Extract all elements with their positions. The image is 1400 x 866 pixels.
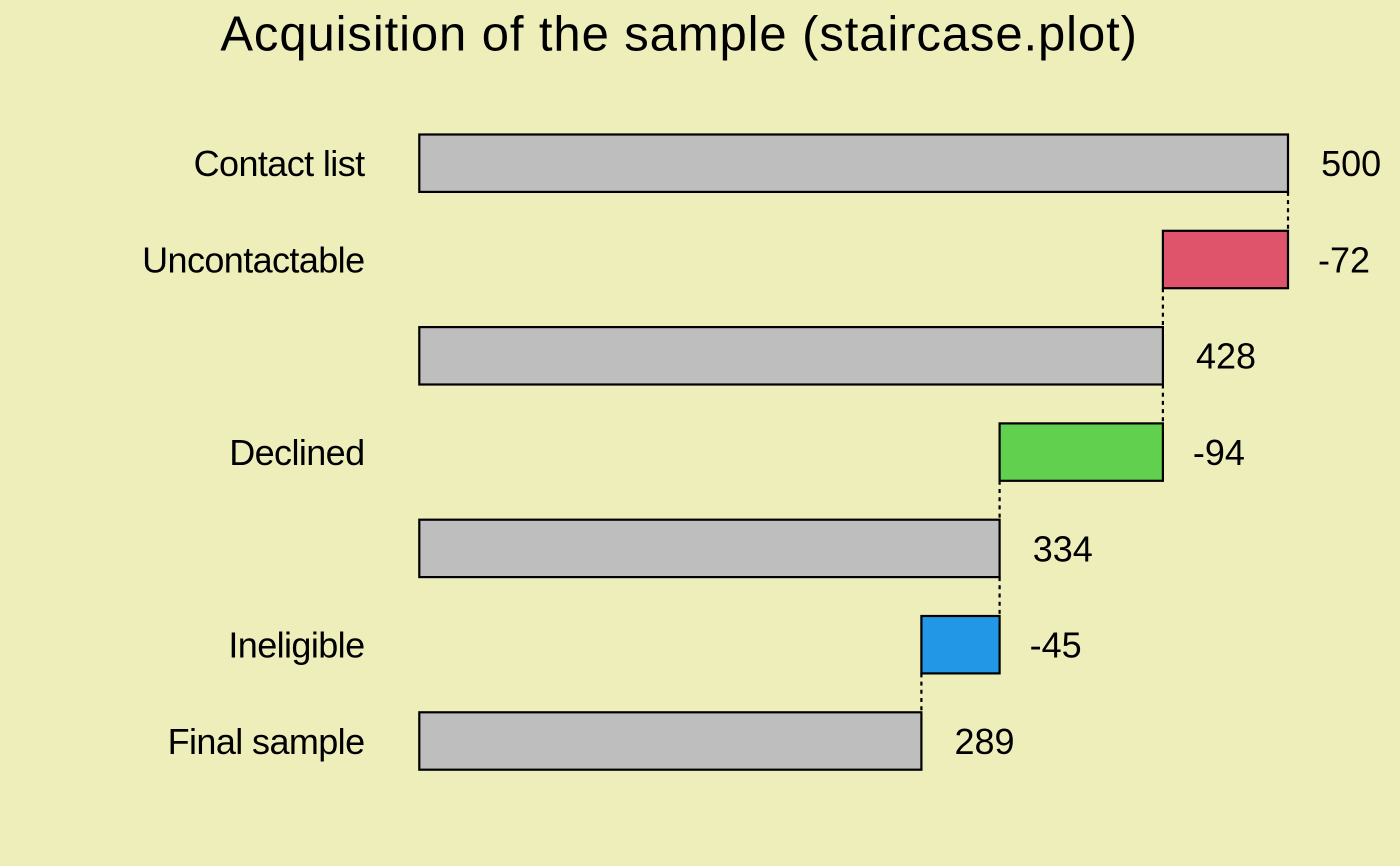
svg-text:Acquisition of the sample (sta: Acquisition of the sample (staircase.plo… [220, 7, 1137, 61]
svg-text:Uncontactable: Uncontactable [142, 239, 364, 280]
svg-text:334: 334 [1033, 528, 1093, 569]
svg-text:-45: -45 [1030, 625, 1082, 666]
svg-text:500: 500 [1321, 143, 1381, 184]
svg-text:Contact list: Contact list [194, 143, 365, 184]
svg-text:289: 289 [955, 721, 1015, 762]
svg-text:Declined: Declined [229, 432, 364, 473]
svg-text:Final sample: Final sample [168, 721, 365, 762]
svg-text:Ineligible: Ineligible [228, 625, 364, 666]
svg-text:-94: -94 [1193, 432, 1245, 473]
svg-text:428: 428 [1196, 336, 1256, 377]
svg-text:-72: -72 [1318, 239, 1370, 280]
